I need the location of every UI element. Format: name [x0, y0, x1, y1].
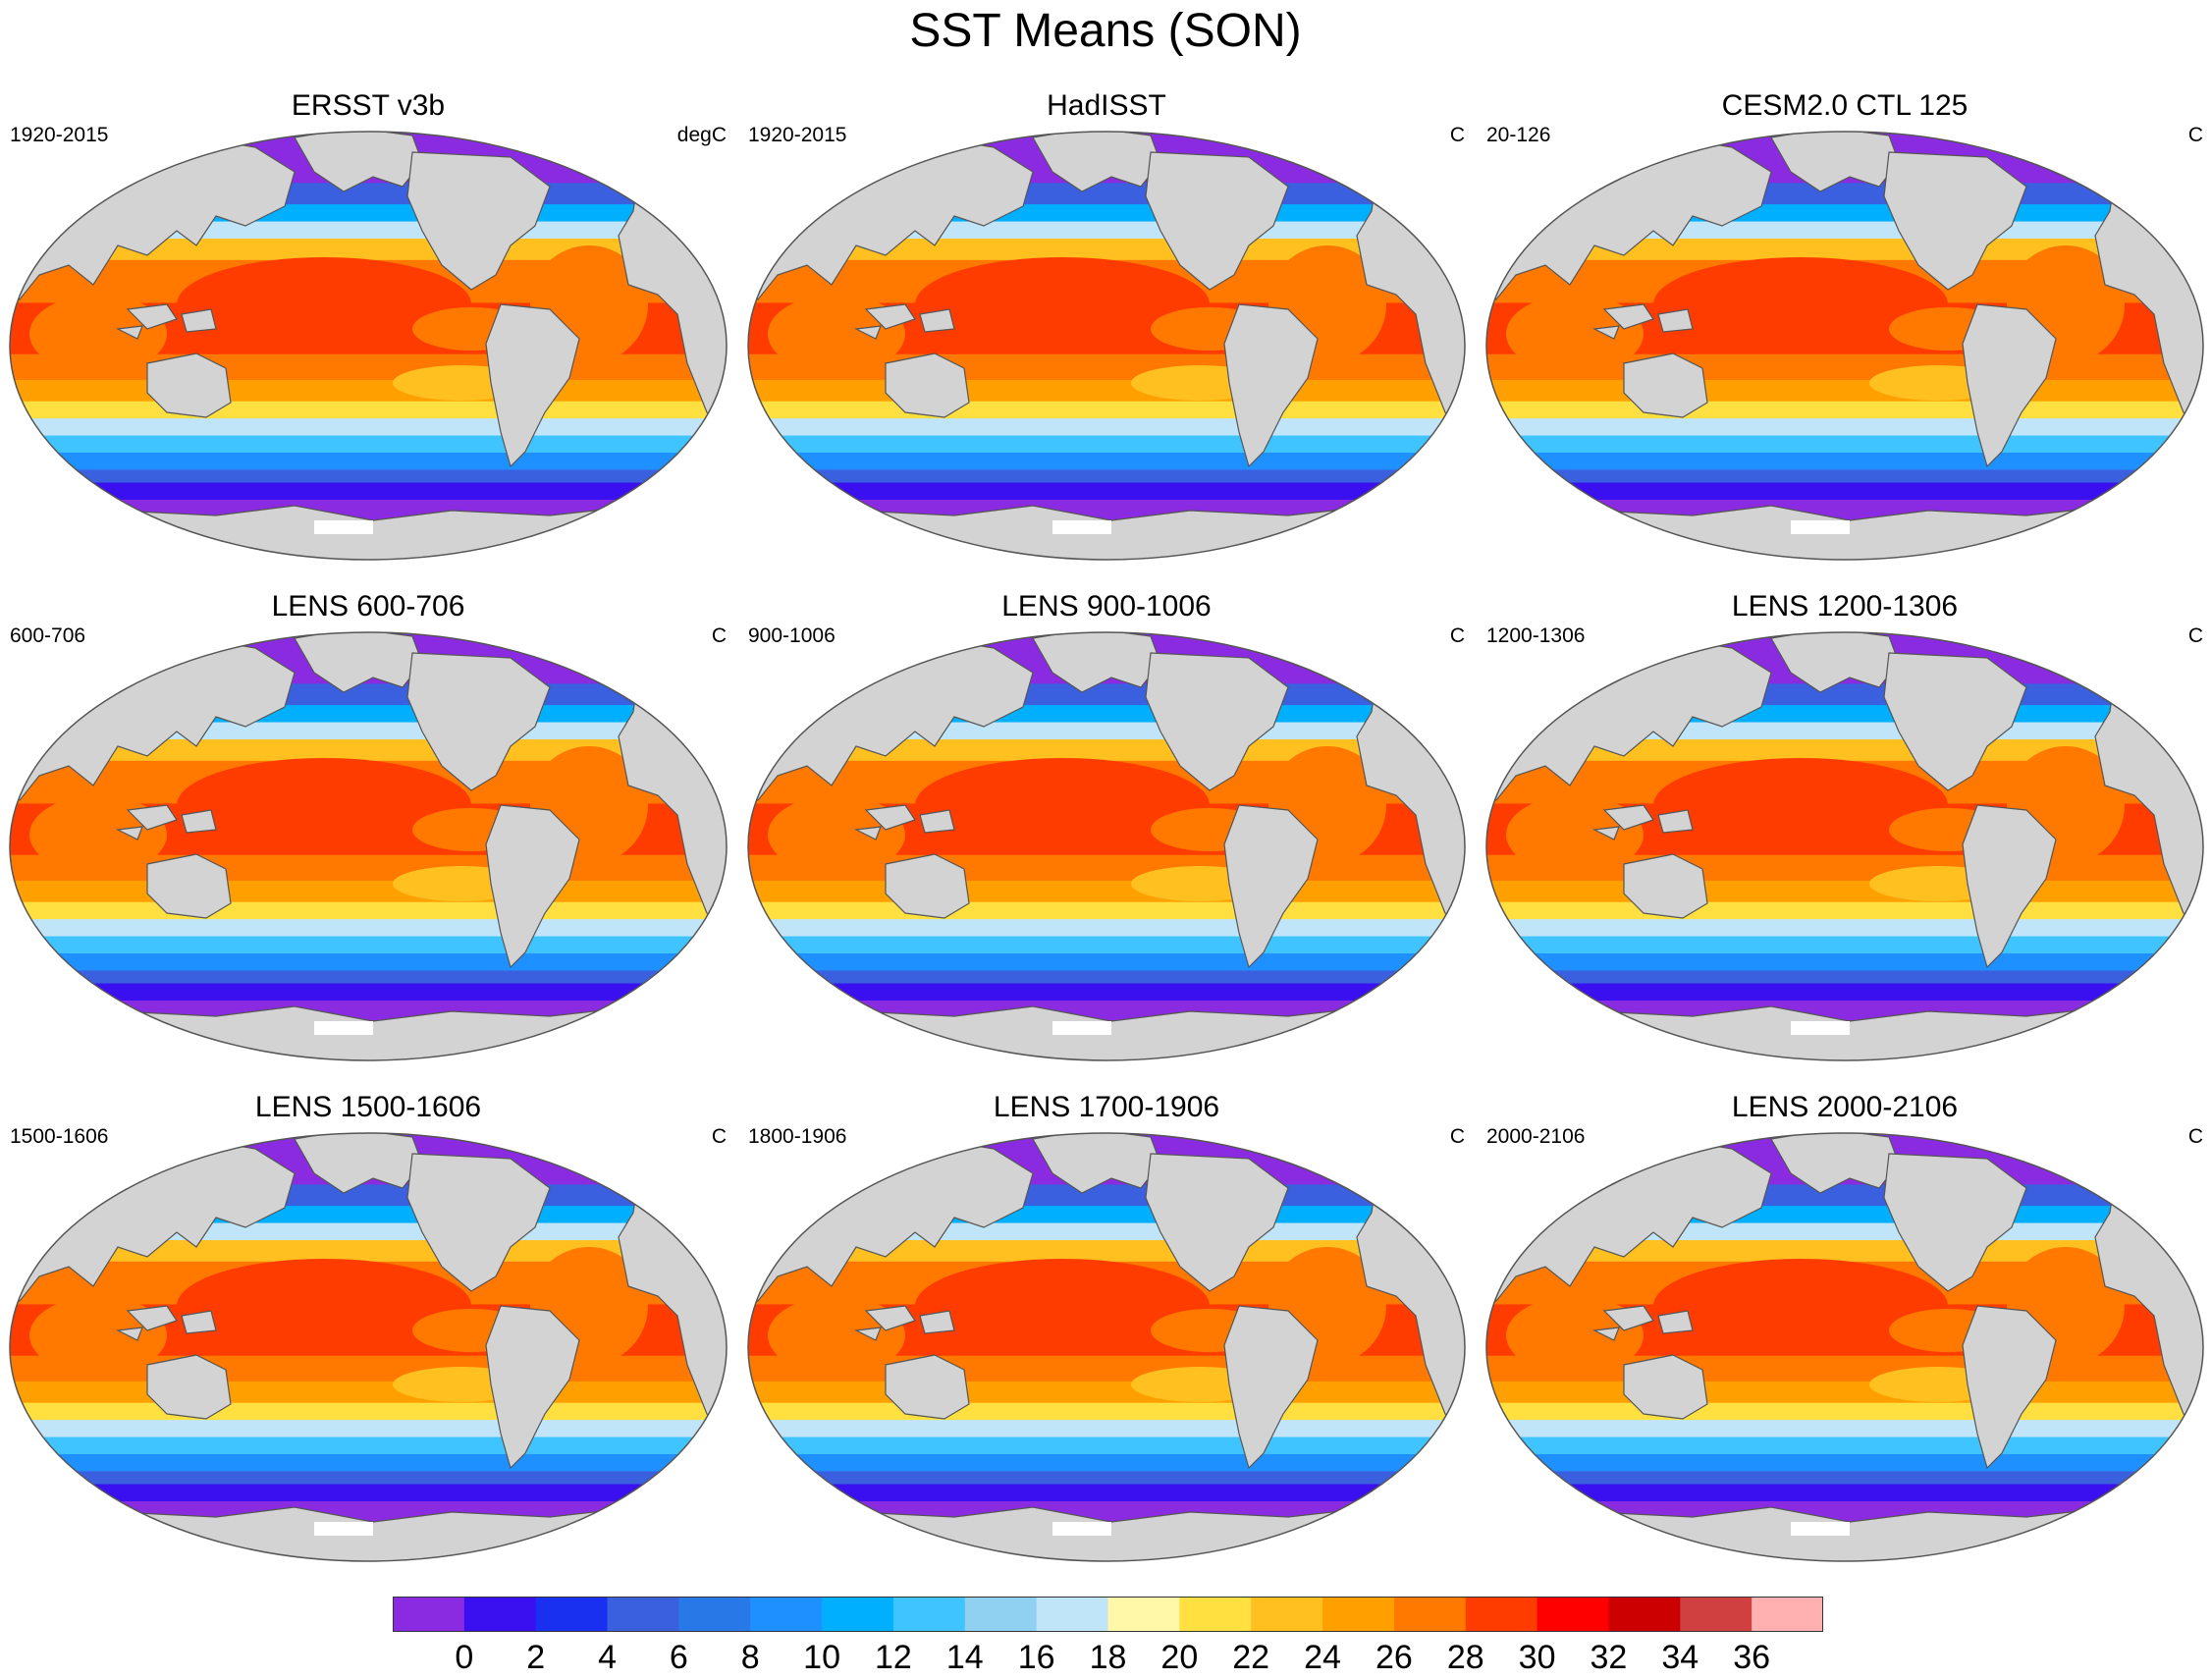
- panel-units-label: C: [1449, 124, 1465, 146]
- colorbar-swatch: [1393, 1597, 1467, 1632]
- sst-map: [9, 131, 728, 561]
- colorbar-tick-label: 14: [945, 1639, 984, 1676]
- colorbar-swatch: [822, 1597, 894, 1632]
- panel-title: ERSST v3b: [291, 89, 446, 122]
- colorbar-swatch: [1251, 1597, 1323, 1632]
- colorbar-tick-label: 10: [803, 1639, 841, 1676]
- colorbar-swatch: [1107, 1597, 1180, 1632]
- colorbar-swatch: [1179, 1597, 1252, 1632]
- colorbar-swatch: [535, 1597, 609, 1632]
- colorbar-tick-label: 12: [875, 1639, 912, 1676]
- panel-title: LENS 600-706: [271, 590, 465, 623]
- map-panel: LENS 1700-1906 1800-1906 C: [738, 1090, 1475, 1576]
- panel-period-label: 1800-1906: [748, 1125, 847, 1148]
- map-panel: LENS 900-1006 900-1006 C: [738, 589, 1475, 1075]
- colorbar-swatch: [393, 1597, 465, 1632]
- panel-units-label: C: [711, 1125, 727, 1148]
- panel-units-label: C: [2187, 1125, 2203, 1148]
- panel-units-label: C: [1449, 1125, 1465, 1148]
- colorbar-tick-label: 28: [1446, 1639, 1484, 1676]
- panel-title: LENS 1700-1906: [993, 1091, 1220, 1123]
- colorbar-tick-label: 6: [669, 1639, 688, 1676]
- panel-period-label: 1920-2015: [748, 124, 847, 146]
- colorbar-tick-label: 36: [1733, 1639, 1771, 1676]
- panel-period-label: 1200-1306: [1486, 624, 1586, 647]
- colorbar-swatch: [1322, 1597, 1395, 1632]
- colorbar: [393, 1597, 1823, 1632]
- colorbar-swatch: [1680, 1597, 1753, 1632]
- colorbar-swatch: [892, 1597, 966, 1632]
- colorbar-swatch: [964, 1597, 1038, 1632]
- colorbar-swatch: [1465, 1597, 1538, 1632]
- colorbar-swatch: [1608, 1597, 1681, 1632]
- colorbar-tick-label: 2: [526, 1639, 546, 1676]
- colorbar-tick-label: 16: [1017, 1639, 1055, 1676]
- sst-map: [9, 1132, 728, 1562]
- panel-units-label: C: [711, 624, 727, 647]
- colorbar-swatch: [750, 1597, 823, 1632]
- colorbar-tick-label: 26: [1375, 1639, 1413, 1676]
- map-panel: LENS 600-706 600-706 C: [0, 589, 736, 1075]
- panel-period-label: 1500-1606: [10, 1125, 109, 1148]
- map-panel: LENS 1200-1306 1200-1306 C: [1477, 589, 2211, 1075]
- colorbar-tick-label: 4: [598, 1639, 618, 1676]
- colorbar-labels: 0 2 4 6 8 10 12 14 16 18 20 22 24 26 28 30 32 34 36: [393, 1638, 1823, 1677]
- colorbar-tick-label: 34: [1661, 1639, 1699, 1676]
- sst-map: [1485, 631, 2204, 1061]
- colorbar-tick-label: 22: [1232, 1639, 1270, 1676]
- colorbar-tick-label: 18: [1089, 1639, 1127, 1676]
- figure-title: SST Means (SON): [909, 5, 1302, 57]
- colorbar-tick-label: 32: [1590, 1639, 1628, 1676]
- panel-title: CESM2.0 CTL 125: [1721, 89, 1968, 122]
- map-panel: LENS 1500-1606 1500-1606 C: [0, 1090, 736, 1576]
- sst-map: [747, 131, 1466, 561]
- map-panel: HadISST 1920-2015 C: [738, 88, 1475, 574]
- panel-title: LENS 1500-1606: [254, 1091, 482, 1123]
- sst-map: [1485, 131, 2204, 561]
- colorbar-tick-label: 30: [1518, 1639, 1556, 1676]
- panel-period-label: 900-1006: [748, 624, 836, 647]
- panel-title: LENS 1200-1306: [1731, 590, 1959, 623]
- colorbar-tick-label: 20: [1160, 1639, 1199, 1676]
- colorbar-tick-label: 24: [1304, 1639, 1341, 1676]
- panel-units-label: degC: [676, 124, 727, 146]
- panel-units-label: C: [1449, 624, 1465, 647]
- panel-period-label: 1920-2015: [10, 124, 109, 146]
- colorbar-tick-label: 0: [455, 1639, 474, 1676]
- panel-units-label: C: [2187, 624, 2203, 647]
- panel-title: HadISST: [1047, 89, 1166, 122]
- colorbar-tick-label: 8: [740, 1639, 760, 1676]
- colorbar-swatch: [1752, 1597, 1823, 1632]
- colorbar-swatch: [678, 1597, 751, 1632]
- colorbar-swatch: [1036, 1597, 1108, 1632]
- colorbar-swatch: [463, 1597, 537, 1632]
- panel-units-label: C: [2187, 124, 2203, 146]
- panel-period-label: 2000-2106: [1486, 1125, 1586, 1148]
- sst-map: [747, 1132, 1466, 1562]
- map-panel: CESM2.0 CTL 125 20-126 C: [1477, 88, 2211, 574]
- map-panel: ERSST v3b 1920-2015 degC: [0, 88, 736, 574]
- map-panel: LENS 2000-2106 2000-2106 C: [1477, 1090, 2211, 1576]
- sst-map: [9, 631, 728, 1061]
- sst-map: [747, 631, 1466, 1061]
- panel-period-label: 600-706: [10, 624, 86, 647]
- colorbar-swatch: [1537, 1597, 1609, 1632]
- panel-period-label: 20-126: [1486, 124, 1551, 146]
- panel-title: LENS 900-1006: [1001, 590, 1212, 623]
- panel-title: LENS 2000-2106: [1731, 1091, 1959, 1123]
- sst-map: [1485, 1132, 2204, 1562]
- colorbar-swatch: [607, 1597, 679, 1632]
